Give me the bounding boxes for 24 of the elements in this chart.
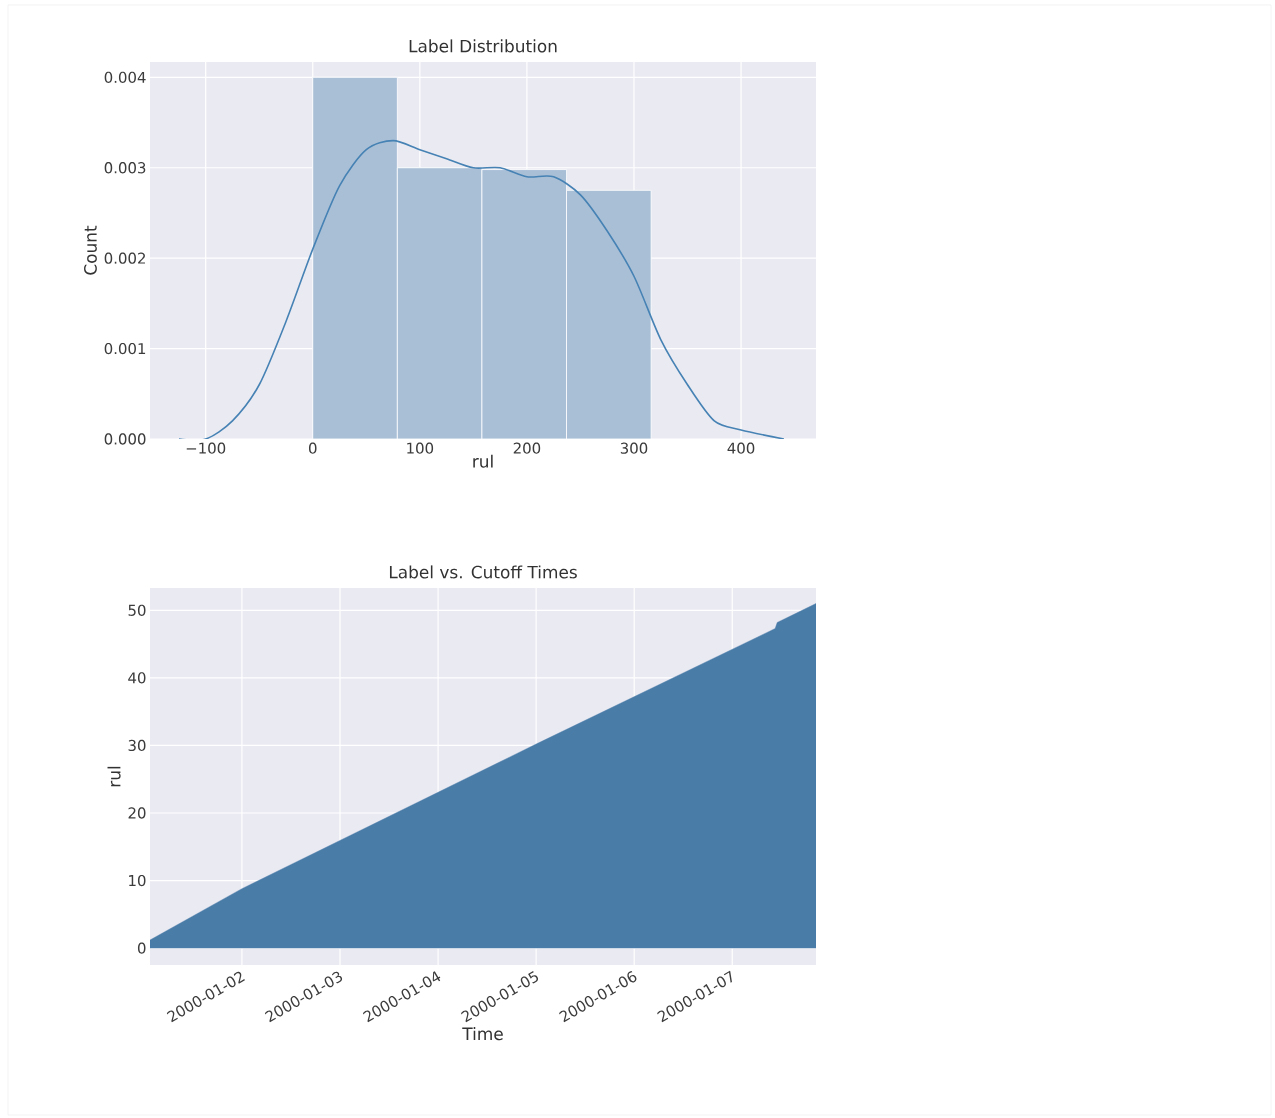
x-tick-label: 200 [513,442,541,454]
y-tick-label: 40 [128,672,146,684]
line-series [178,139,785,439]
x-tick-label: 100 [407,442,434,454]
x-tick-label: 400 [727,442,755,454]
y-tick-label: 0.001 [104,342,146,355]
y-axis-title: Count [84,225,97,275]
x-axis-title: Time [462,1027,503,1041]
x-tick-label: 0 [308,442,317,454]
y-axis-title: rul [107,766,121,787]
x-tick-label: −100 [186,442,226,454]
y-tick-label: 20 [128,807,146,819]
x-axis-title: rul [473,454,493,468]
y-tick-label: 0.002 [104,252,145,264]
y-tick-label: 10 [129,874,146,887]
chart-title: Label Distribution [409,39,557,53]
chart-title: Label vs. Cutoff Times [389,565,577,579]
y-tick-label: 0.004 [104,71,146,84]
y-tick-label: 50 [128,604,146,616]
y-tick-label: 30 [128,739,146,752]
y-tick-label: 0 [137,942,146,954]
y-tick-label: 0.000 [104,433,146,445]
y-tick-label: 0.003 [104,162,146,174]
x-tick-label: 300 [620,442,648,454]
